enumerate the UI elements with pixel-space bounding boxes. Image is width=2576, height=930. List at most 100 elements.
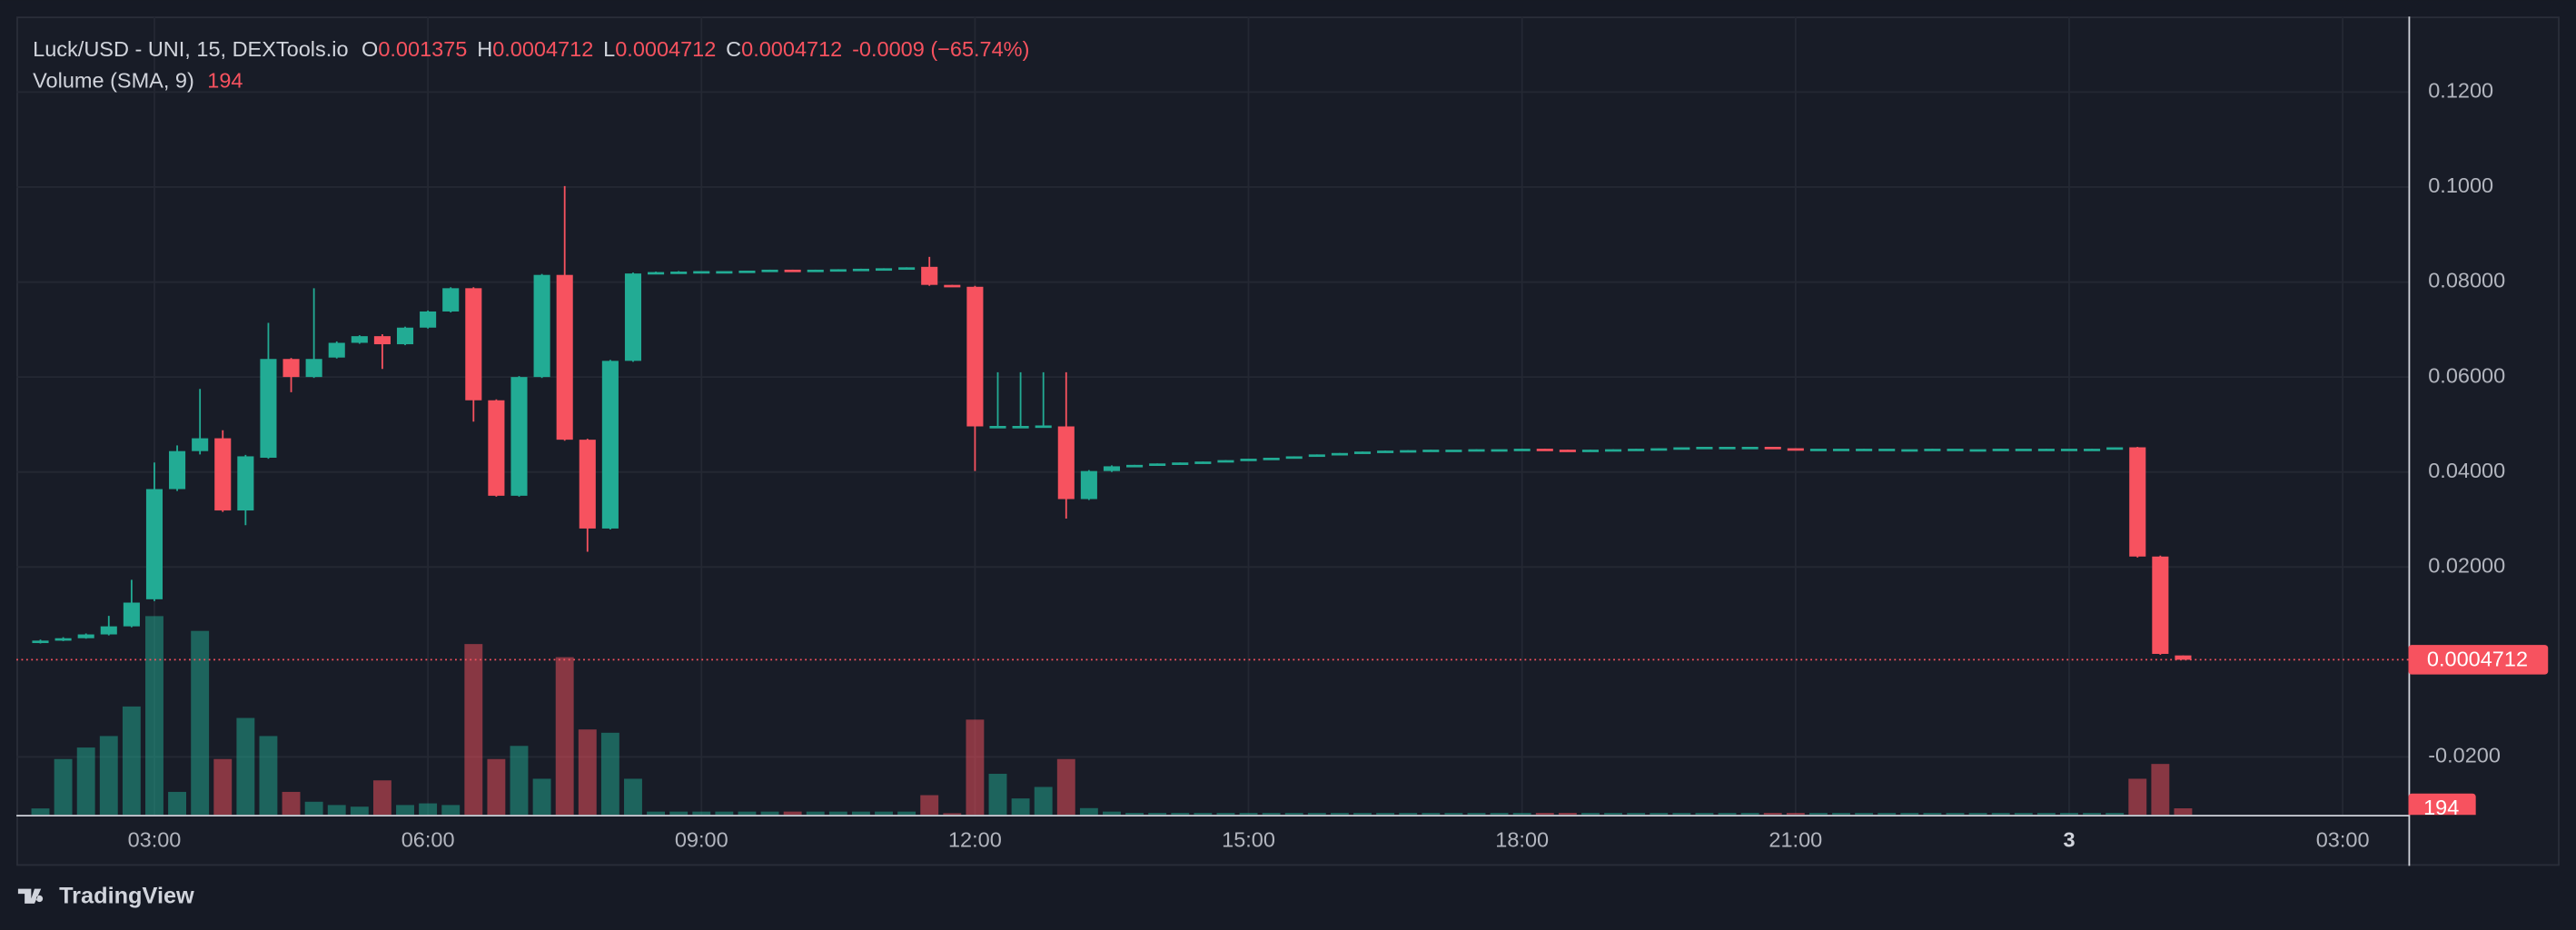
volume-bar <box>1353 813 1372 816</box>
volume-bar <box>372 780 391 816</box>
volume-legend: Volume (SMA, 9) 194 <box>33 69 243 93</box>
volume-bar <box>1011 798 1030 816</box>
volume-bar <box>1878 813 1897 816</box>
candle-body <box>648 272 665 275</box>
candle-body <box>1308 454 1325 458</box>
ohlc-label: O <box>362 37 378 61</box>
volume-last-label: 194 <box>2423 796 2459 819</box>
candle-body <box>305 359 322 378</box>
volume-bar <box>145 616 163 816</box>
candle-body <box>260 359 277 459</box>
volume-axis-label: 194 <box>2408 793 2476 819</box>
candle-body <box>1559 450 1576 452</box>
volume-bar <box>669 811 689 816</box>
candle-body <box>1764 446 1781 450</box>
volume-bar <box>692 811 711 816</box>
candle-body <box>1696 446 1713 450</box>
volume-bar <box>1923 813 1942 816</box>
volume-bar <box>1946 813 1965 816</box>
x-tick-label: 15:00 <box>1222 827 1275 851</box>
candle-body <box>1057 426 1075 500</box>
volume-bar <box>1763 813 1782 816</box>
candle-body <box>1240 459 1257 461</box>
volume-bar <box>1627 813 1646 816</box>
candle-body <box>1491 449 1508 452</box>
volume-bar <box>715 811 734 816</box>
volume-bar <box>1399 813 1418 816</box>
candle-body <box>1035 425 1052 429</box>
candle-body <box>1628 449 1645 451</box>
volume-bar <box>327 805 346 816</box>
volume-bar <box>988 774 1007 816</box>
volume-bar <box>54 758 73 816</box>
volume-bar <box>1855 813 1874 816</box>
candle-body <box>2084 449 2101 451</box>
volume-bar <box>99 736 118 816</box>
volume-bar <box>1239 813 1258 816</box>
candle-body <box>396 327 414 345</box>
volume-bar <box>1216 813 1235 816</box>
volume-bar <box>578 729 597 816</box>
volume-bar <box>1695 813 1714 816</box>
volume-bar <box>396 805 414 816</box>
candle-body <box>214 438 232 511</box>
volume-bar <box>2128 778 2147 816</box>
candle-body <box>761 269 778 272</box>
ohlc-value: 0.0004712 <box>492 37 593 61</box>
volume-bar <box>419 803 438 816</box>
volume-bar <box>1968 813 1987 816</box>
chart-title: Luck/USD - UNI, 15, DEXTools.io <box>33 37 348 61</box>
volume-bar <box>1535 813 1554 816</box>
legend-line: Luck/USD - UNI, 15, DEXTools.io O0.001375… <box>33 37 1029 61</box>
volume-bar <box>2105 813 2125 816</box>
brand-logo <box>17 888 44 904</box>
candle-body <box>1445 450 1462 452</box>
chart-frame <box>16 16 2560 866</box>
candle-body <box>1992 449 2009 451</box>
candle-body <box>282 359 300 378</box>
candle-body <box>944 284 961 288</box>
candle-body <box>1924 449 1941 451</box>
volume-bar <box>1148 813 1167 816</box>
candle-body <box>807 269 824 272</box>
ohlc-label: H <box>477 37 492 61</box>
x-tick-label: 03:00 <box>2316 827 2370 851</box>
volume-bar <box>1422 813 1441 816</box>
x-tick-label: 09:00 <box>675 827 728 851</box>
y-tick-label: 0.02000 <box>2428 553 2505 577</box>
volume-bar <box>2083 813 2102 816</box>
candle-body <box>1741 446 1759 450</box>
volume-bar <box>875 811 893 816</box>
change: -0.0009 (−65.74%) <box>852 37 1029 61</box>
candle-body <box>1400 450 1417 453</box>
x-tick-label: 03:00 <box>128 827 182 851</box>
candle-body <box>1149 463 1166 467</box>
volume-bar <box>2014 813 2033 816</box>
volume-bar <box>259 736 278 816</box>
ohlc-label: L <box>603 37 615 61</box>
candle-body <box>351 336 368 343</box>
volume-bar <box>783 811 802 816</box>
candle-body <box>921 266 938 285</box>
candle-body <box>54 638 72 641</box>
volume-bar <box>1650 813 1669 816</box>
brand: TradingView <box>17 883 194 908</box>
volume-bar <box>555 657 574 816</box>
candle-body <box>328 342 345 358</box>
candle-body <box>1832 449 1850 451</box>
y-tick-label: 0.06000 <box>2428 363 2505 387</box>
candle-body <box>1217 460 1234 463</box>
candle-body <box>738 270 756 273</box>
candle-body <box>465 288 482 401</box>
candle-body <box>192 438 209 451</box>
candle-body <box>1650 448 1668 451</box>
volume-bar <box>647 811 666 816</box>
candle-body <box>1468 449 1485 452</box>
candle-body <box>1856 449 1873 451</box>
candle-body <box>1422 450 1440 452</box>
candle-body <box>77 634 94 638</box>
volume-bar <box>1604 813 1623 816</box>
volume-bar <box>1376 813 1395 816</box>
candle-body <box>488 400 505 496</box>
candle-body <box>784 269 801 272</box>
